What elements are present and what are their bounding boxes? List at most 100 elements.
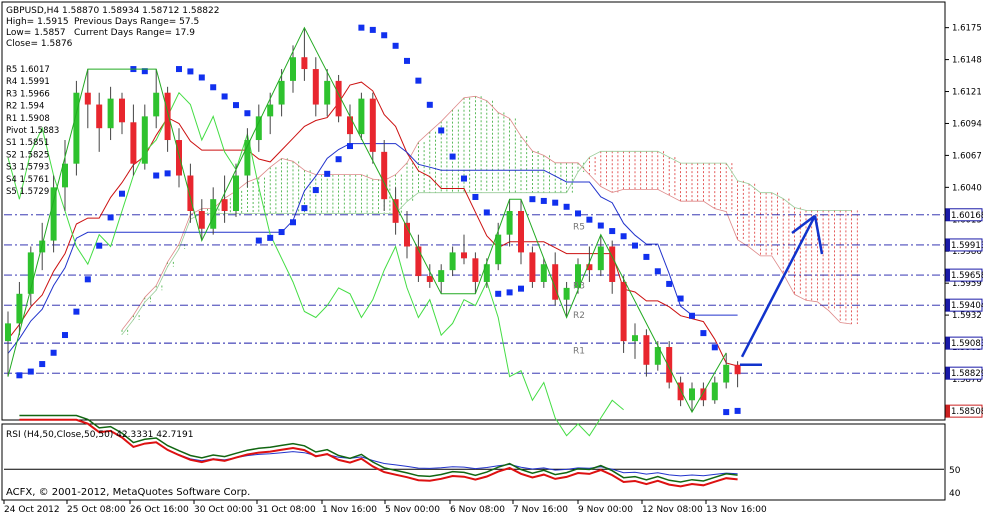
candle-body (483, 264, 490, 282)
price-tag-marker (946, 337, 950, 350)
psar-dot (575, 210, 581, 217)
psar-dot (540, 197, 547, 204)
psar-dot (50, 349, 57, 356)
candle-body (426, 276, 433, 282)
candle-body (324, 80, 331, 105)
psar-dot (244, 110, 251, 117)
candle-body (529, 252, 536, 282)
x-tick-label: 25 Oct 08:00 (67, 505, 126, 515)
price-tag-marker (946, 367, 950, 380)
candle-body (335, 80, 342, 117)
candle-body (153, 92, 160, 117)
psar-dot (335, 156, 342, 163)
rsi-line (19, 418, 738, 488)
candle-body (404, 222, 410, 247)
candle-body (711, 382, 718, 401)
pivot-label: R1 1.5908 (6, 114, 50, 124)
candle-body (198, 211, 205, 229)
psar-dot (96, 242, 103, 249)
arrow-head-left (791, 214, 816, 234)
psar-dot (666, 280, 673, 287)
candle-body (586, 264, 593, 271)
candle-body (50, 187, 57, 241)
cloud-span-a (121, 95, 852, 331)
psar-dot (233, 102, 239, 109)
candle-body (540, 264, 547, 282)
candle-body (5, 323, 11, 342)
candle-body (689, 388, 695, 401)
psar-dot (734, 407, 741, 414)
psar-dot (290, 219, 296, 226)
psar-dot (107, 214, 114, 221)
psar-dot (358, 24, 365, 31)
candle-body (187, 175, 194, 211)
candle-body (700, 388, 707, 401)
candle-body (96, 104, 103, 129)
psar-dot (187, 68, 194, 75)
psar-dot (84, 276, 91, 283)
rsi-label: RSI (H4,50,Close,50,50) 42.3331 42.7191 (6, 430, 193, 440)
pivot-label: S4 1.5761 (6, 175, 49, 185)
candle-body (597, 246, 604, 271)
psar-dot (210, 84, 217, 91)
candle-body (312, 69, 319, 105)
psar-dot (153, 172, 160, 179)
psar-dot (404, 57, 410, 64)
header-high: High= 1.5915 (6, 17, 69, 27)
psar-dot (632, 242, 638, 249)
psar-dot (119, 190, 125, 197)
y-tick-label: 1.5959 (952, 279, 982, 289)
rsi-panel-frame (1, 423, 946, 501)
psar-dot (16, 372, 23, 379)
candle-body (609, 246, 616, 282)
price-tag-marker (946, 208, 950, 221)
price-tag-label: 1.58829 (951, 369, 983, 379)
candles (5, 27, 741, 413)
price-tag-marker (946, 238, 950, 251)
candle-body (666, 347, 673, 383)
candle-body (301, 57, 308, 70)
price-tag-marker (946, 269, 950, 282)
candle-body (449, 252, 456, 271)
psar-dot (176, 66, 182, 73)
price-tag-marker (946, 405, 950, 418)
candle-body (84, 92, 91, 105)
parabolic-sar (16, 24, 741, 416)
candle-body (643, 335, 650, 365)
right-pivot-label: R5 (573, 222, 585, 232)
psar-dot (461, 175, 467, 182)
candle-body (210, 199, 217, 229)
candle-body (620, 281, 627, 342)
candle-body (654, 347, 661, 365)
candle-body (575, 264, 581, 288)
candle-body (358, 98, 365, 135)
psar-dot (552, 199, 559, 206)
y-tick-label: 1.5878 (952, 375, 982, 385)
psar-dot (643, 253, 650, 260)
candle-body (552, 264, 559, 300)
y-tick-label: 1.6148 (952, 56, 982, 66)
pivot-label: R5 1.6017 (6, 65, 50, 75)
psar-dot (529, 196, 536, 203)
candle-body (164, 92, 171, 141)
header-low: Low= 1.5857 (6, 28, 66, 38)
candle-body (495, 234, 502, 265)
price-tag-marker (946, 299, 950, 312)
candle-body (347, 116, 353, 135)
psar-dot (597, 222, 604, 229)
forecast-arrow (740, 214, 824, 367)
psar-dot (483, 209, 490, 216)
psar-dot (518, 285, 524, 292)
psar-dot (27, 368, 34, 375)
candle-body (563, 287, 570, 300)
pivot-label: R2 1.594 (6, 102, 44, 112)
candle-body (278, 80, 285, 105)
psar-dot (711, 344, 718, 351)
zigzag (7, 26, 727, 414)
x-tick-label: 6 Nov 08:00 (450, 505, 505, 515)
x-tick-label: 30 Oct 00:00 (194, 505, 253, 515)
price-tag-label: 1.58508 (951, 407, 983, 417)
header-symbol: GBPUSD,H4 1.58870 1.58934 1.58712 1.5882… (6, 6, 219, 16)
psar-dot (654, 268, 661, 275)
x-tick-label: 26 Oct 16:00 (130, 505, 189, 515)
